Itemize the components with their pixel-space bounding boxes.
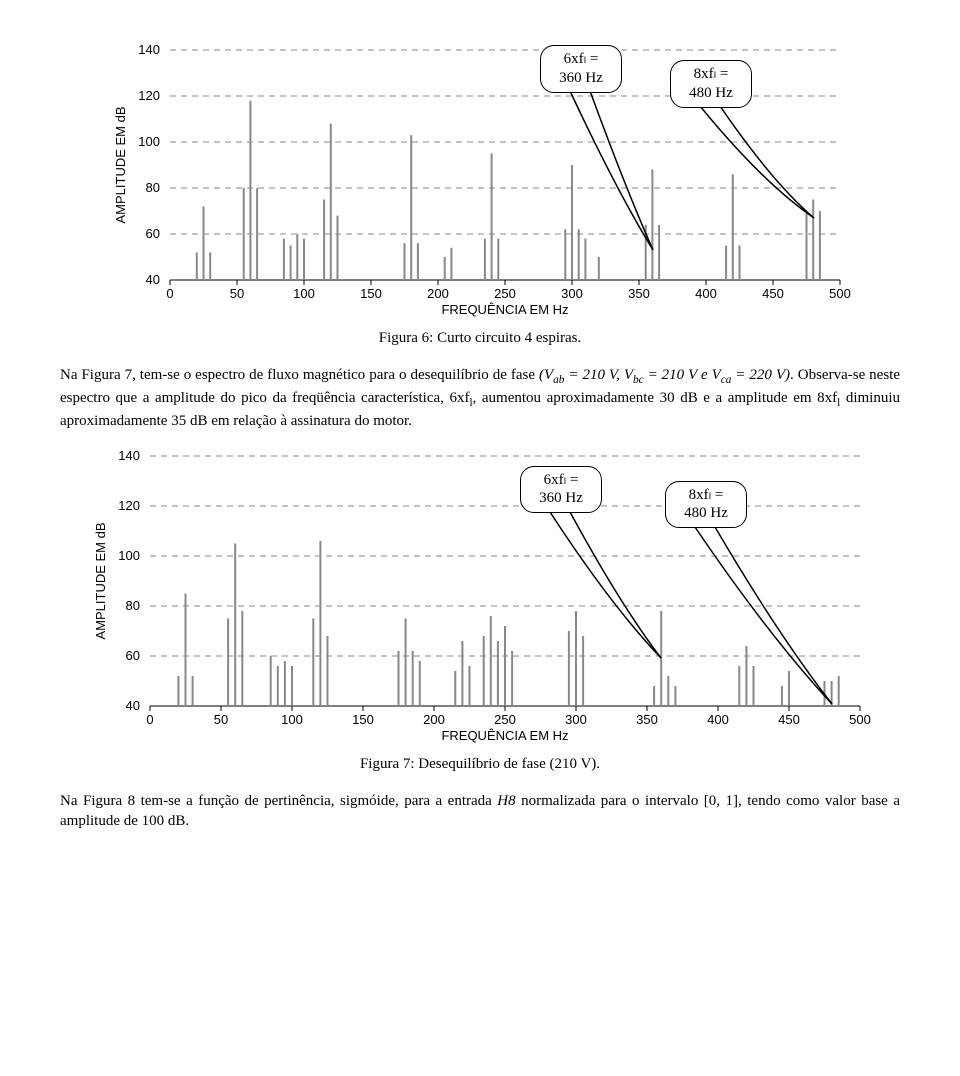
callout-8xf-fig7: 8xfₗ = 480 Hz [665,481,747,529]
callout-8xf-line1: 8xfₗ = [694,66,729,82]
svg-text:80: 80 [126,598,140,613]
svg-text:200: 200 [423,712,445,727]
svg-text:50: 50 [214,712,228,727]
svg-text:40: 40 [146,272,160,287]
svg-text:100: 100 [293,286,315,301]
callout-6xf2-line2: 360 Hz [539,490,583,506]
svg-text:250: 250 [494,286,516,301]
svg-text:FREQUÊNCIA EM Hz: FREQUÊNCIA EM Hz [441,302,568,317]
svg-text:500: 500 [849,712,871,727]
svg-text:350: 350 [636,712,658,727]
svg-text:100: 100 [138,134,160,149]
callout-6xf-line1: 6xfₗ = [564,51,599,67]
figure-6-chart: 40 60 80 100 120 140 0 50 100 150 200 250 300 350 400 4… [100,40,860,320]
svg-text:100: 100 [281,712,303,727]
svg-text:100: 100 [118,548,140,563]
callout-8xf-fig6: 8xfₗ = 480 Hz [670,60,752,108]
svg-text:60: 60 [126,648,140,663]
svg-text:0: 0 [146,712,153,727]
svg-text:0: 0 [166,286,173,301]
callout-6xf2-line1: 6xfₗ = [544,472,579,488]
callout-8xf-line2: 480 Hz [689,85,733,101]
svg-text:120: 120 [118,498,140,513]
paragraph-2: Na Figura 8 tem-se a função de pertinênc… [60,791,900,832]
callout-6xf-fig6: 6xfₗ = 360 Hz [540,45,622,93]
chart2-svg: 40 60 80 100 120 140 0 50 100 150 200 250 300 350 400 4… [80,446,880,746]
svg-text:250: 250 [494,712,516,727]
svg-text:FREQUÊNCIA EM Hz: FREQUÊNCIA EM Hz [441,728,568,743]
callout-6xf-fig7: 6xfₗ = 360 Hz [520,466,602,514]
paragraph-1: Na Figura 7, tem-se o espectro de fluxo … [60,365,900,432]
svg-text:300: 300 [565,712,587,727]
svg-text:60: 60 [146,226,160,241]
figure-7-caption: Figura 7: Desequilíbrio de fase (210 V). [60,756,900,773]
svg-text:400: 400 [695,286,717,301]
svg-text:40: 40 [126,698,140,713]
svg-text:140: 140 [138,42,160,57]
svg-text:50: 50 [230,286,244,301]
svg-text:140: 140 [118,448,140,463]
callout-8xf2-line1: 8xfₗ = [689,487,724,503]
svg-text:AMPLITUDE EM dB: AMPLITUDE EM dB [93,522,108,639]
figure-7-chart: 40 60 80 100 120 140 0 50 100 150 200 250 300 350 400 4… [80,446,880,746]
svg-text:300: 300 [561,286,583,301]
svg-text:AMPLITUDE EM dB: AMPLITUDE EM dB [113,106,128,223]
figure-6-caption: Figura 6: Curto circuito 4 espiras. [60,330,900,347]
svg-text:350: 350 [628,286,650,301]
svg-text:80: 80 [146,180,160,195]
svg-text:150: 150 [360,286,382,301]
svg-text:450: 450 [762,286,784,301]
svg-text:120: 120 [138,88,160,103]
svg-text:500: 500 [829,286,851,301]
svg-text:450: 450 [778,712,800,727]
svg-text:200: 200 [427,286,449,301]
callout-8xf2-line2: 480 Hz [684,505,728,521]
svg-text:150: 150 [352,712,374,727]
callout-6xf-line2: 360 Hz [559,70,603,86]
svg-text:400: 400 [707,712,729,727]
